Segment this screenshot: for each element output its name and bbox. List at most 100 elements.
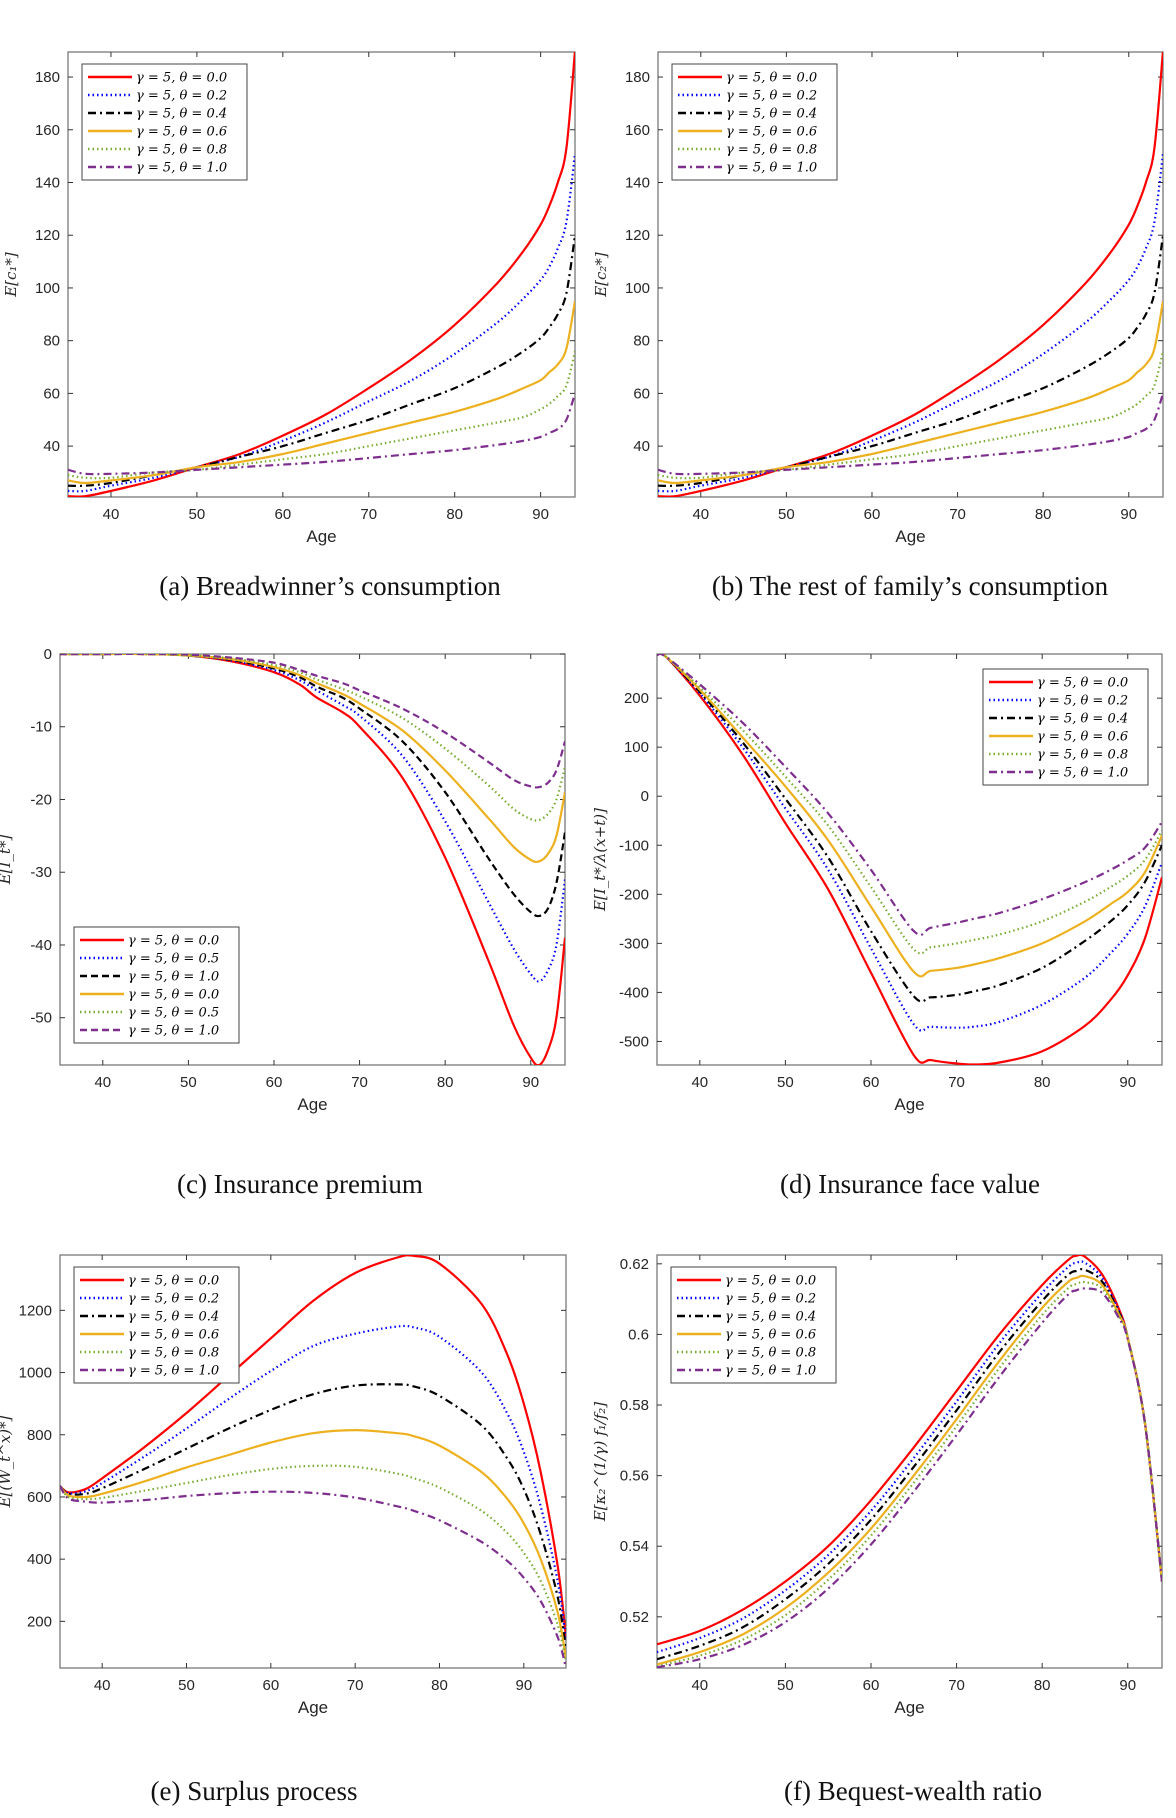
x-axis-label: Age	[895, 527, 925, 546]
x-tick-label: 90	[1119, 1677, 1136, 1694]
y-tick-label: 1200	[19, 1302, 52, 1319]
series-line-2	[657, 654, 1162, 1032]
chart-panel-b: 40 50 60 70 80 90 40 60 80 100 120 140 160 180 Age E[c₂…	[592, 51, 1164, 601]
x-tick-label: 80	[431, 1677, 448, 1694]
y-tick-label: 100	[624, 739, 649, 756]
series-line-6	[60, 1485, 566, 1668]
y-tick-label: -10	[30, 719, 52, 736]
y-tick-label: 1000	[19, 1365, 52, 1382]
legend-entry-5: γ = 5, θ = 0.8	[128, 1346, 219, 1361]
x-tick-label: 70	[949, 506, 966, 523]
y-tick-label: 0.6	[628, 1326, 649, 1343]
series-line-5	[60, 654, 565, 822]
series-line-4	[60, 1429, 566, 1659]
x-tick-label: 70	[948, 1677, 965, 1694]
x-tick-label: 90	[1119, 1074, 1136, 1091]
y-tick-label: -100	[619, 837, 649, 854]
x-tick-label: 40	[692, 506, 709, 523]
x-tick-label: 60	[864, 506, 881, 523]
y-tick-label: 40	[633, 438, 650, 455]
legend: γ = 5, θ = 0.0 γ = 5, θ = 0.2 γ = 5, θ = 0…	[982, 668, 1149, 786]
legend-entry-5: γ = 5, θ = 0.8	[136, 143, 227, 158]
x-tick-label: 80	[437, 1074, 454, 1091]
y-tick-label: 200	[27, 1613, 52, 1630]
x-tick-label: 70	[351, 1074, 368, 1091]
y-tick-label: 160	[35, 122, 60, 139]
legend-entry-3: γ = 5, θ = 0.4	[725, 1310, 816, 1325]
series-line-1	[60, 1255, 566, 1638]
y-tick-label: 180	[35, 69, 60, 86]
x-tick-label: 80	[1035, 506, 1052, 523]
x-axis-label: Age	[306, 527, 336, 546]
series-group	[657, 654, 1162, 1065]
legend: γ = 5, θ = 0.0 γ = 5, θ = 0.2 γ = 5, θ = 0…	[81, 63, 248, 181]
y-tick-label: 600	[27, 1489, 52, 1506]
legend-entry-5: γ = 5, θ = 0.8	[726, 143, 817, 158]
series-line-2	[658, 153, 1163, 493]
x-tick-label: 60	[863, 1074, 880, 1091]
axes-box	[59, 1254, 567, 1669]
legend-entry-4: γ = 5, θ = 0.6	[726, 125, 817, 140]
legend-entry-2: γ = 5, θ = 0.2	[725, 1292, 816, 1307]
x-tick-label: 40	[103, 506, 120, 523]
y-tick-label: 200	[624, 690, 649, 707]
y-tick-label: 120	[35, 227, 60, 244]
x-tick-label: 80	[1034, 1677, 1051, 1694]
series-line-1	[68, 52, 575, 497]
legend-box	[73, 1266, 240, 1384]
y-tick-label: 120	[625, 227, 650, 244]
legend-entry-1: γ = 5, θ = 0.0	[128, 1274, 219, 1289]
legend-entry-4: γ = 5, θ = 0.6	[725, 1328, 816, 1343]
y-tick-label: 100	[625, 280, 650, 297]
panel-caption-d: (d) Insurance face value	[780, 1169, 1040, 1199]
legend-entry-4: γ = 5, θ = 0.6	[128, 1328, 219, 1343]
legend-entry-5: γ = 5, θ = 0.5	[128, 1006, 219, 1021]
x-tick-label: 40	[691, 1074, 708, 1091]
panel-caption-e: (e) Surplus process	[151, 1776, 358, 1806]
x-tick-label: 70	[948, 1074, 965, 1091]
legend-box	[670, 1266, 837, 1384]
panel-caption-c: (c) Insurance premium	[177, 1169, 423, 1199]
legend-entry-2: γ = 5, θ = 0.5	[128, 952, 219, 967]
series-group	[657, 1255, 1162, 1668]
x-tick-label: 90	[532, 506, 549, 523]
x-tick-label: 90	[515, 1677, 532, 1694]
legend-entry-2: γ = 5, θ = 0.2	[726, 89, 817, 104]
legend-entry-3: γ = 5, θ = 0.4	[128, 1310, 219, 1325]
series-line-5	[658, 350, 1163, 480]
y-tick-label: -200	[619, 886, 649, 903]
series-group	[658, 52, 1163, 497]
legend: γ = 5, θ = 0.0 γ = 5, θ = 0.2 γ = 5, θ = 0…	[671, 63, 838, 181]
legend-entry-1: γ = 5, θ = 0.0	[725, 1274, 816, 1289]
axes-box	[656, 653, 1163, 1066]
y-tick-label: 0	[44, 646, 52, 663]
y-tick-label: 0.56	[620, 1468, 649, 1485]
y-tick-label: 80	[633, 333, 650, 350]
x-tick-label: 50	[178, 1677, 195, 1694]
chart-panel-a: 40 50 60 70 80 90 40 60 80 100 120 140 160 180 Age E[c₁…	[2, 51, 576, 601]
y-axis-label: E[I_t*]	[0, 835, 14, 886]
legend-entry-4: γ = 5, θ = 0.6	[136, 125, 227, 140]
panel-caption-b: (b) The rest of family’s consumption	[712, 571, 1109, 601]
series-line-3	[657, 654, 1162, 1003]
series-line-3	[60, 1383, 566, 1650]
y-tick-label: 180	[625, 69, 650, 86]
axes-box	[59, 653, 566, 1066]
y-axis-label: E[I_t*/λ(x+t)]	[591, 808, 609, 912]
y-tick-label: 0.58	[620, 1397, 649, 1414]
legend-entry-4: γ = 5, θ = 0.6	[1037, 730, 1128, 745]
x-tick-label: 50	[189, 506, 206, 523]
y-tick-label: 0.62	[620, 1256, 649, 1273]
series-line-3	[658, 235, 1163, 487]
x-axis-label: Age	[894, 1095, 924, 1114]
y-axis-label: E[κ₂^(1/γ) f₁/f₂]	[591, 1402, 609, 1522]
series-line-4	[68, 300, 575, 485]
x-tick-label: 50	[777, 1074, 794, 1091]
panel-caption-f: (f) Bequest-wealth ratio	[784, 1776, 1042, 1806]
legend-entry-6: γ = 5, θ = 1.0	[1037, 766, 1128, 781]
axes-box	[656, 1254, 1163, 1669]
series-line-1	[657, 654, 1162, 1065]
y-tick-label: -20	[30, 791, 52, 808]
legend-box	[982, 668, 1149, 786]
legend-box	[73, 926, 240, 1044]
